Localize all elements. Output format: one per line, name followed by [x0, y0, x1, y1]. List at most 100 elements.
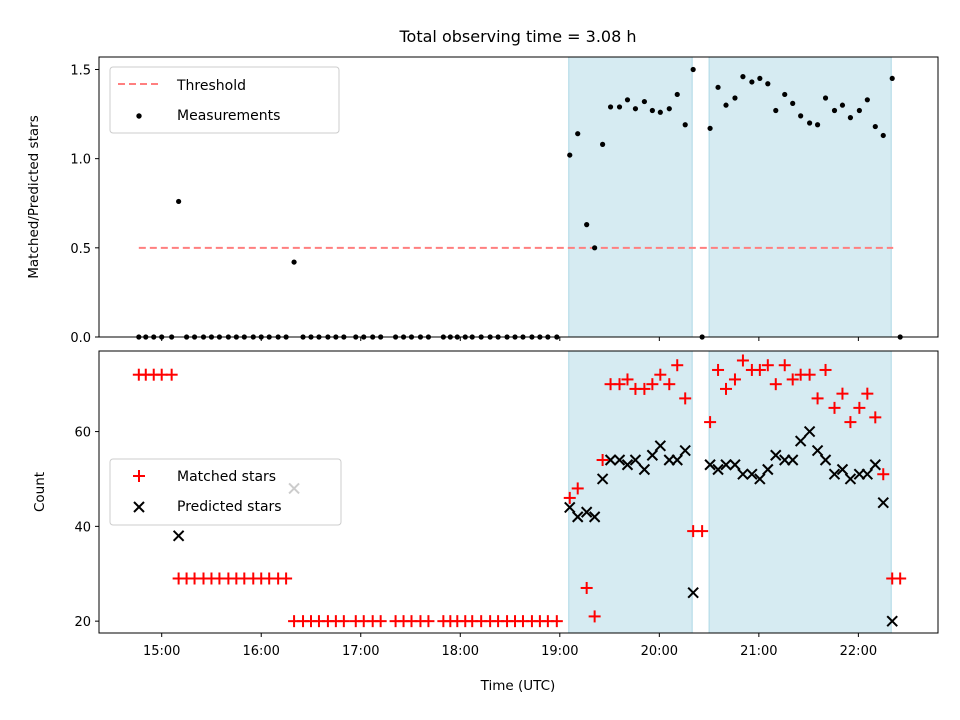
- count-points: [132, 354, 907, 628]
- predicted-star-point: [754, 473, 766, 485]
- predicted-star-point: [720, 459, 732, 471]
- matched-star-point: [877, 468, 890, 481]
- predicted-star-point: [794, 435, 807, 447]
- measurement-point: [641, 98, 647, 105]
- matched-star-point: [280, 572, 293, 585]
- measurement-point: [831, 107, 838, 114]
- measurement-point: [649, 107, 655, 114]
- predicted-star-point: [869, 459, 882, 471]
- measurement-point: [790, 100, 796, 106]
- chart-title: Total observing time = 3.08 h: [398, 27, 636, 46]
- predicted-star-point: [687, 587, 699, 599]
- x-tick-label: 21:00: [740, 644, 777, 659]
- top-plot-frame: [98, 56, 939, 338]
- predicted-star-point: [621, 459, 634, 471]
- matched-star-point: [736, 354, 749, 367]
- bottom-y-axis-label: Count: [32, 472, 48, 512]
- predicted-star-point: [671, 454, 683, 466]
- measurement-point: [176, 198, 182, 205]
- measurement-point: [864, 97, 870, 103]
- measurement-point: [584, 222, 590, 228]
- matched-star-point: [828, 401, 841, 414]
- bottom-shaded-intervals: [568, 350, 892, 634]
- x-tick-label: 17:00: [342, 644, 379, 659]
- x-tick-label: 15:00: [143, 644, 180, 659]
- measurement-points: [136, 66, 903, 340]
- predicted-star-point: [836, 463, 849, 476]
- matched-star-point: [869, 411, 882, 424]
- y-tick-label: 40: [74, 520, 91, 535]
- predicted-star-point: [729, 459, 741, 471]
- bottom-panel: 15:00 16:00 17:00 18:00 19:00 20:00 21:00 22:00…: [32, 350, 939, 694]
- matched-star-point: [894, 572, 907, 585]
- predicted-star-point: [861, 468, 874, 480]
- x-tick-label: 16:00: [242, 644, 279, 659]
- measurement-point: [773, 107, 779, 114]
- predicted-star-point: [572, 511, 584, 523]
- predicted-star-point: [828, 468, 841, 480]
- legend-predicted-label: Predicted stars: [177, 499, 282, 515]
- top-y-axis-label: Matched/Predicted stars: [26, 115, 42, 278]
- top-legend-box: [109, 66, 340, 134]
- x-tick-label: 20:00: [641, 644, 678, 659]
- measurement-point: [599, 141, 606, 147]
- top-panel: 0.0 0.5 1.0 1.5 Matched/Predicted stars Thr…: [26, 56, 939, 346]
- top-shaded-intervals: [568, 56, 892, 338]
- measurement-point: [690, 66, 696, 73]
- matched-star-point: [563, 491, 576, 504]
- measurement-point: [592, 245, 598, 251]
- measurement-point: [839, 102, 846, 108]
- measurement-point: [575, 131, 581, 137]
- measurement-point: [657, 109, 663, 115]
- matched-star-point: [422, 615, 435, 628]
- predicted-star-point: [844, 473, 857, 485]
- measurement-point: [682, 122, 688, 128]
- matched-star-point: [671, 359, 684, 372]
- measurement-point: [723, 102, 729, 108]
- top-legend: Threshold Measurements: [109, 66, 340, 134]
- x-axis-label: Time (UTC): [480, 678, 556, 694]
- predicted-star-point: [704, 459, 716, 471]
- legend-measurements-swatch: [136, 113, 142, 119]
- measurement-point: [807, 120, 813, 126]
- matched-star-point: [819, 363, 832, 376]
- predicted-star-point: [564, 501, 576, 514]
- matched-star-point: [753, 363, 766, 376]
- matched-star-point: [728, 373, 741, 386]
- matched-star-point: [696, 525, 709, 538]
- measurement-point: [740, 74, 746, 80]
- predicted-star-point: [679, 444, 691, 457]
- y-tick-label: 60: [74, 426, 91, 441]
- measurement-point: [889, 75, 895, 82]
- bottom-axis-ticks: 15:00 16:00 17:00 18:00 19:00 20:00 21:00 22:00…: [74, 426, 877, 659]
- predicted-star-point: [712, 463, 724, 476]
- measurement-point: [872, 123, 878, 130]
- shaded-interval: [568, 350, 693, 634]
- y-tick-label: 0.5: [70, 242, 91, 257]
- measurement-point: [291, 259, 297, 265]
- bottom-legend: Matched stars Predicted stars: [109, 458, 342, 526]
- series-matched-stars: [132, 354, 907, 628]
- measurement-point: [616, 104, 623, 110]
- shaded-interval: [568, 56, 693, 338]
- x-tick-label: 22:00: [840, 644, 877, 659]
- matched-star-point: [588, 610, 601, 623]
- bottom-plot-frame: [98, 350, 939, 634]
- predicted-star-point: [172, 530, 185, 542]
- series-measurements: [136, 66, 903, 340]
- legend-measurements-label: Measurements: [177, 108, 280, 124]
- y-tick-label: 1.0: [70, 153, 91, 168]
- measurement-point: [814, 122, 821, 128]
- predicted-star-point: [877, 496, 889, 509]
- measurement-point: [674, 91, 680, 98]
- predicted-star-point: [762, 463, 774, 476]
- matched-star-point: [811, 392, 824, 405]
- measurement-point: [749, 79, 755, 85]
- measurement-point: [856, 107, 862, 114]
- legend-predicted-swatch: [133, 501, 145, 513]
- measurement-point: [782, 91, 788, 98]
- y-tick-label: 0.0: [70, 331, 91, 346]
- predicted-star-point: [770, 449, 782, 461]
- legend-matched-swatch: [133, 470, 145, 482]
